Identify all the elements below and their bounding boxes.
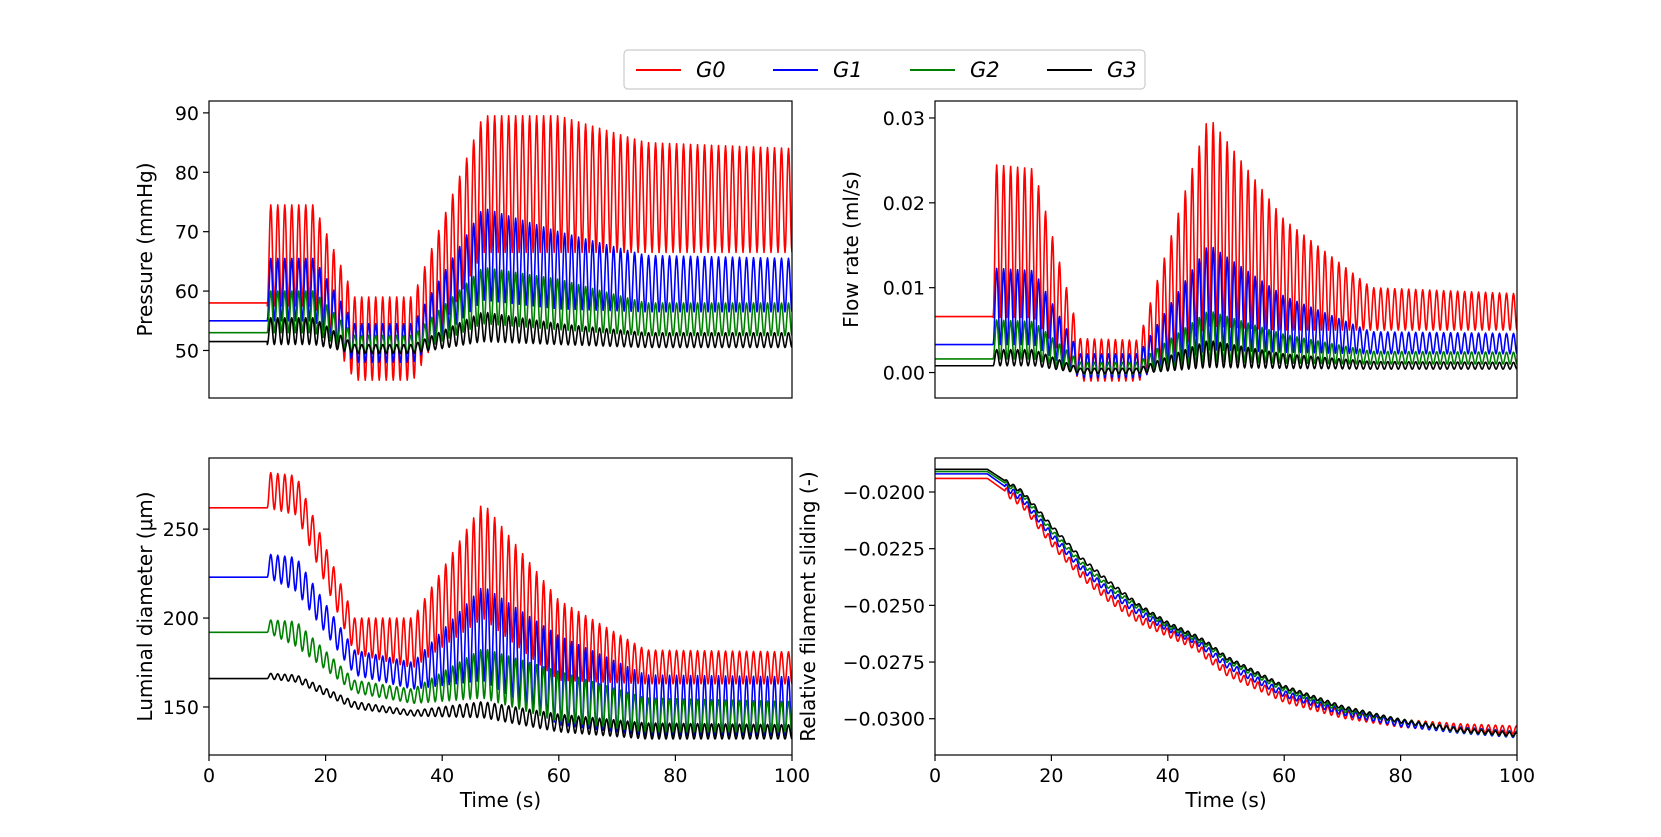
sliding-ytick-label: −0.0250 <box>843 595 925 617</box>
flow-ylabel: Flow rate (ml/s) <box>839 171 863 328</box>
flow-ytick-label: 0.00 <box>883 363 925 385</box>
pressure-ytick-label: 70 <box>175 222 199 244</box>
diameter-xtick-label: 60 <box>547 765 571 787</box>
sliding-ytick-label: −0.0200 <box>843 482 925 504</box>
pressure-series-g3 <box>209 311 792 355</box>
diameter-ytick-label: 150 <box>163 697 199 719</box>
sliding-plot-area <box>935 468 1517 739</box>
diameter-series-g3 <box>209 672 792 740</box>
legend-label-g2: G2 <box>970 58 1000 82</box>
flow-series-g0 <box>935 121 1517 382</box>
sliding-series-g0 <box>935 477 1517 735</box>
pressure-axes-frame <box>208 100 793 399</box>
sliding-xtick-label: 40 <box>1156 765 1180 787</box>
legend-frame <box>623 49 1146 90</box>
flow-plot-area <box>935 121 1517 382</box>
flow-series-g2 <box>935 311 1517 376</box>
diameter-xtick-label: 40 <box>430 765 454 787</box>
diameter-xtick-label: 80 <box>663 765 687 787</box>
diameter-ytick-label: 200 <box>163 608 199 630</box>
flow-ytick-label: 0.03 <box>883 108 925 130</box>
diameter-xtick-label: 100 <box>774 765 810 787</box>
pressure-ylabel: Pressure (mmHg) <box>133 162 157 336</box>
flow-ytick-label: 0.01 <box>883 278 925 300</box>
diameter-ytick-label: 250 <box>163 519 199 541</box>
sliding-xtick-label: 100 <box>1499 765 1535 787</box>
sliding-ytick-label: −0.0300 <box>843 709 925 731</box>
flow-series-g3 <box>935 340 1517 375</box>
diameter-plot-area <box>209 471 792 740</box>
sliding-series-g2 <box>935 470 1517 738</box>
sliding-series-g1 <box>935 473 1517 739</box>
diameter-series-g2 <box>209 619 792 733</box>
sliding-series-g3 <box>935 468 1517 737</box>
diameter-xlabel: Time (s) <box>459 788 541 812</box>
sliding-xtick-label: 60 <box>1272 765 1296 787</box>
pressure-series-g1 <box>209 208 792 364</box>
flow-ytick-label: 0.02 <box>883 193 925 215</box>
sliding-xtick-label: 20 <box>1039 765 1063 787</box>
sliding-ylabel: Relative filament sliding (-) <box>796 471 820 741</box>
pressure-ytick-label: 80 <box>175 162 199 184</box>
sliding-xlabel: Time (s) <box>1184 788 1266 812</box>
diameter-axes-frame <box>208 457 793 756</box>
diameter-xtick-label: 20 <box>314 765 338 787</box>
sliding-ytick-label: −0.0275 <box>843 652 925 674</box>
diameter-series-g0 <box>209 471 792 685</box>
pressure-ytick-label: 90 <box>175 103 199 125</box>
sliding-xtick-label: 80 <box>1389 765 1413 787</box>
sliding-xtick-label: 0 <box>929 765 941 787</box>
flow-series-g1 <box>935 246 1517 379</box>
pressure-series-g2 <box>209 267 792 355</box>
diameter-panel: 150 200 250 0 20 40 60 80 100 Time (s) Luminal dia… <box>133 457 810 812</box>
pressure-series-g0 <box>209 115 792 381</box>
sliding-panel: −0.0200 −0.0225 −0.0250 −0.0275 −0.0300 0 20 40… <box>796 457 1535 812</box>
sliding-ytick-label: −0.0225 <box>843 539 925 561</box>
pressure-ytick-label: 50 <box>175 340 199 362</box>
flow-axes-frame <box>934 100 1518 399</box>
legend-label-g1: G1 <box>833 58 863 82</box>
pressure-plot-area <box>209 115 792 381</box>
legend-label-g0: G0 <box>696 58 726 82</box>
diameter-ylabel: Luminal diameter (μm) <box>133 491 157 721</box>
pressure-panel: 50 60 70 80 90 Pressure (mmHg) <box>133 100 793 399</box>
pressure-ytick-label: 60 <box>175 281 199 303</box>
sliding-axes-frame <box>934 457 1518 756</box>
legend-label-g3: G3 <box>1107 58 1137 82</box>
diameter-series-g1 <box>209 553 792 737</box>
flow-panel: 0.00 0.01 0.02 0.03 Flow rate (ml/s) <box>839 100 1518 399</box>
legend: G0 G1 G2 G3 <box>623 49 1146 90</box>
diameter-xtick-label: 0 <box>203 765 215 787</box>
